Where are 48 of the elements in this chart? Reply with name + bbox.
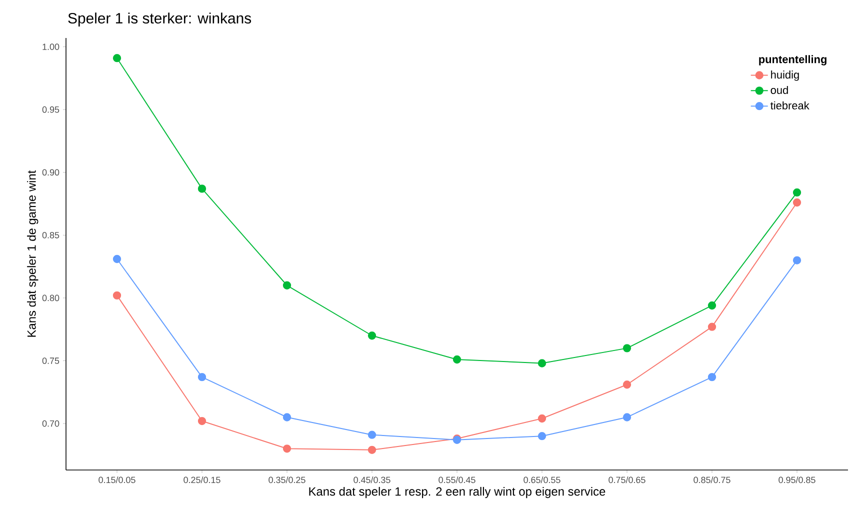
x-tick-label: 0.25/0.15 xyxy=(184,476,220,484)
chart-title: Speler 1 is sterker: winkans xyxy=(68,12,252,26)
point xyxy=(622,413,632,422)
y-tick-label: 0.85 xyxy=(42,232,60,238)
point xyxy=(198,184,206,193)
point xyxy=(198,372,206,382)
x-tick-label: 0.45/0.35 xyxy=(354,476,390,484)
point xyxy=(792,198,802,207)
point xyxy=(282,281,292,290)
x-tick-label: 0.85/0.75 xyxy=(694,476,730,484)
point xyxy=(622,380,632,389)
x-tick-label: 0.65/0.55 xyxy=(524,476,560,484)
x-tick-label: 0.35/0.25 xyxy=(268,476,306,484)
legend-label: oud xyxy=(770,86,788,94)
point xyxy=(538,359,546,368)
point xyxy=(622,344,632,352)
point xyxy=(708,301,716,310)
point xyxy=(368,446,376,454)
point xyxy=(112,254,122,264)
x-axis-title: Kans dat speler 1 resp. 2 een rally wint op eigen service xyxy=(309,486,606,498)
y-tick-label: 0.70 xyxy=(42,420,60,427)
y-axis-title: Kans dat speler 1 de game wint xyxy=(27,170,38,337)
y-tick-label: 0.90 xyxy=(42,169,60,176)
y-tick-label: 1.00 xyxy=(42,44,60,50)
y-tick-label: 0.75 xyxy=(42,358,60,364)
point xyxy=(792,256,802,264)
point xyxy=(368,430,376,439)
point xyxy=(708,372,716,382)
legend-label: huidig xyxy=(771,70,799,81)
point xyxy=(538,432,546,440)
x-tick-label: 0.75/0.65 xyxy=(608,476,646,484)
y-tick-label: 0.80 xyxy=(42,294,60,302)
point xyxy=(198,416,206,426)
point xyxy=(282,413,292,422)
point xyxy=(112,291,122,300)
y-tick-label: 0.95 xyxy=(42,106,60,113)
point xyxy=(452,355,462,364)
x-tick-label: 0.95/0.85 xyxy=(778,476,816,484)
point xyxy=(792,188,802,197)
point xyxy=(112,54,122,62)
point xyxy=(282,444,292,453)
legend-title: puntentelling xyxy=(759,55,826,66)
legend-label: tiebreak xyxy=(770,101,810,110)
point xyxy=(708,322,716,331)
point xyxy=(538,414,546,423)
x-tick-label: 0.55/0.45 xyxy=(438,476,476,484)
point xyxy=(368,332,376,340)
x-tick-label: 0.15/0.05 xyxy=(98,476,136,484)
